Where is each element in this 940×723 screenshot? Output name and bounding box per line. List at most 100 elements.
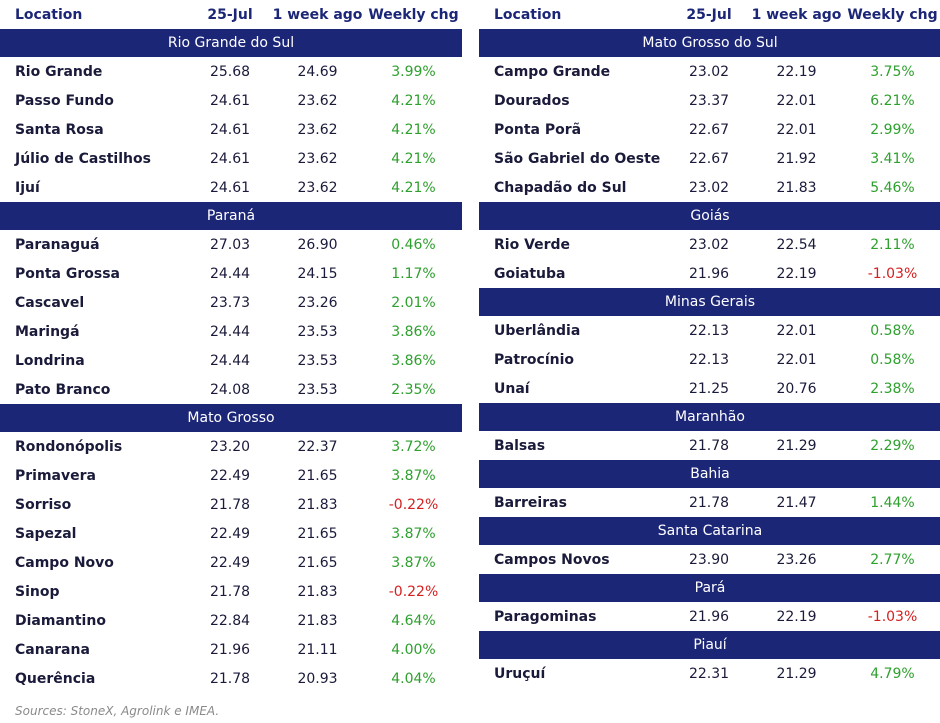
value-cell: 23.62 [297, 121, 338, 138]
value-cell: 21.78 [688, 437, 730, 454]
value-cell: 24.44 [209, 352, 251, 369]
location-cell: Campo Grande [494, 63, 611, 80]
location-cell: Londrina [15, 352, 85, 369]
value-cell: 24.69 [297, 63, 338, 80]
value-cell: 24.08 [209, 381, 251, 398]
value-cell: 2.77% [870, 551, 915, 568]
section-row: Bahia [479, 460, 940, 488]
value-cell: 21.78 [209, 496, 251, 513]
data-row: Passo Fundo 24.61 23.62 4.21% [0, 86, 462, 115]
header-cell: 1 week ago [272, 6, 363, 23]
value-cell: 24.44 [209, 323, 251, 340]
location-cell: Uberlândia [494, 322, 581, 339]
location-cell: Sapezal [15, 525, 77, 542]
value-cell: 1.44% [870, 494, 915, 511]
value-cell: 23.53 [297, 323, 338, 340]
value-cell: 3.87% [391, 467, 436, 484]
section-title: Rio Grande do Sul [0, 29, 462, 57]
value-cell: 4.21% [391, 179, 436, 196]
data-row: Sinop 21.78 21.83 -0.22% [0, 577, 462, 606]
value-cell: 4.79% [870, 665, 915, 682]
data-row: Diamantino 22.84 21.83 4.64% [0, 606, 462, 635]
data-row: Rondonópolis 23.20 22.37 3.72% [0, 432, 462, 461]
value-cell: 24.61 [209, 150, 251, 167]
data-row: Ponta Grossa 24.44 24.15 1.17% [0, 259, 462, 288]
table: Location 25-Jul 1 week ago Weekly chg Rio Gr… [0, 0, 462, 693]
value-cell: 23.37 [688, 92, 730, 109]
value-cell: 3.86% [391, 352, 436, 369]
value-cell: -1.03% [867, 265, 918, 282]
value-cell: 21.83 [776, 179, 817, 196]
header-cell: 25-Jul [207, 6, 253, 23]
data-row: Ponta Porã 22.67 22.01 2.99% [479, 115, 940, 144]
data-row: Sapezal 22.49 21.65 3.87% [0, 519, 462, 548]
section-row: Rio Grande do Sul [0, 29, 462, 57]
table: Location 25-Jul 1 week ago Weekly chg Mato G… [479, 0, 940, 688]
right-table: Location 25-Jul 1 week ago Weekly chg Mato G… [479, 0, 940, 688]
location-cell: Uruçuí [494, 665, 546, 682]
value-cell: 22.54 [776, 236, 817, 253]
section-row: Mato Grosso do Sul [479, 29, 940, 57]
value-cell: 2.35% [391, 381, 436, 398]
header-cell: Location [15, 6, 83, 23]
value-cell: 22.19 [776, 265, 817, 282]
section-title: Santa Catarina [479, 517, 940, 545]
value-cell: 23.20 [209, 438, 251, 455]
data-row: Campo Grande 23.02 22.19 3.75% [479, 57, 940, 86]
value-cell: 4.21% [391, 92, 436, 109]
location-cell: Diamantino [15, 612, 106, 629]
value-cell: 23.90 [688, 551, 730, 568]
location-cell: Santa Rosa [15, 121, 104, 138]
value-cell: 20.93 [297, 670, 338, 687]
location-cell: Balsas [494, 437, 546, 454]
value-cell: 21.96 [688, 265, 730, 282]
data-row: Patrocínio 22.13 22.01 0.58% [479, 345, 940, 374]
value-cell: 25.68 [209, 63, 251, 80]
location-cell: Maringá [15, 323, 80, 340]
value-cell: 22.01 [776, 322, 817, 339]
value-cell: 4.21% [391, 121, 436, 138]
location-cell: Querência [15, 670, 96, 687]
data-row: Barreiras 21.78 21.47 1.44% [479, 488, 940, 517]
value-cell: 4.64% [391, 612, 436, 629]
data-row: Maringá 24.44 23.53 3.86% [0, 317, 462, 346]
section-title: Maranhão [479, 403, 940, 431]
value-cell: 4.21% [391, 150, 436, 167]
location-cell: Ponta Porã [494, 121, 582, 138]
value-cell: 26.90 [297, 236, 338, 253]
location-cell: Unaí [494, 380, 530, 397]
value-cell: 5.46% [870, 179, 915, 196]
value-cell: 21.78 [209, 583, 251, 600]
value-cell: 1.17% [391, 265, 436, 282]
section-row: Paraná [0, 202, 462, 230]
left-table: Location 25-Jul 1 week ago Weekly chg Rio Gr… [0, 0, 462, 693]
value-cell: 22.19 [776, 608, 817, 625]
header-row: Location 25-Jul 1 week ago Weekly chg [0, 0, 462, 29]
value-cell: 21.11 [297, 641, 338, 658]
data-row: Rio Verde 23.02 22.54 2.11% [479, 230, 940, 259]
value-cell: 3.87% [391, 554, 436, 571]
data-row: Uruçuí 22.31 21.29 4.79% [479, 659, 940, 688]
section-title: Piauí [479, 631, 940, 659]
data-row: Cascavel 23.73 23.26 2.01% [0, 288, 462, 317]
value-cell: 2.99% [870, 121, 915, 138]
data-row: Rio Grande 25.68 24.69 3.99% [0, 57, 462, 86]
value-cell: 21.47 [776, 494, 817, 511]
data-row: Dourados 23.37 22.01 6.21% [479, 86, 940, 115]
location-cell: Campo Novo [15, 554, 114, 571]
data-row: Sorriso 21.78 21.83 -0.22% [0, 490, 462, 519]
section-row: Santa Catarina [479, 517, 940, 545]
value-cell: 21.83 [297, 583, 338, 600]
section-title: Pará [479, 574, 940, 602]
location-cell: Ponta Grossa [15, 265, 120, 282]
value-cell: 4.00% [391, 641, 436, 658]
value-cell: 21.65 [297, 525, 338, 542]
value-cell: 22.67 [688, 121, 730, 138]
location-cell: Barreiras [494, 494, 567, 511]
location-cell: Pato Branco [15, 381, 111, 398]
data-row: Chapadão do Sul 23.02 21.83 5.46% [479, 173, 940, 202]
location-cell: Júlio de Castilhos [15, 150, 151, 167]
section-row: Pará [479, 574, 940, 602]
value-cell: 21.92 [776, 150, 817, 167]
